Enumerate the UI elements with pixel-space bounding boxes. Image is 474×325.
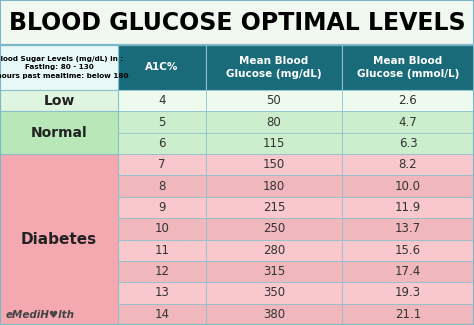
Text: 350: 350 <box>263 286 285 299</box>
Text: 2.6: 2.6 <box>399 94 418 107</box>
Text: 4.7: 4.7 <box>399 116 418 129</box>
Text: 9: 9 <box>158 201 166 214</box>
Text: Mean Blood
Glucose (mg/dL): Mean Blood Glucose (mg/dL) <box>226 56 322 79</box>
FancyBboxPatch shape <box>0 90 118 111</box>
FancyBboxPatch shape <box>206 197 342 218</box>
FancyBboxPatch shape <box>118 154 206 176</box>
Text: 8: 8 <box>158 180 166 193</box>
FancyBboxPatch shape <box>118 197 206 218</box>
Text: 180: 180 <box>263 180 285 193</box>
Text: 280: 280 <box>263 244 285 257</box>
FancyBboxPatch shape <box>342 133 474 154</box>
FancyBboxPatch shape <box>342 304 474 325</box>
FancyBboxPatch shape <box>206 45 342 90</box>
Text: 11: 11 <box>155 244 170 257</box>
FancyBboxPatch shape <box>342 282 474 304</box>
FancyBboxPatch shape <box>342 218 474 240</box>
FancyBboxPatch shape <box>342 90 474 111</box>
Text: Normal: Normal <box>31 126 87 140</box>
Text: 19.3: 19.3 <box>395 286 421 299</box>
FancyBboxPatch shape <box>0 154 118 325</box>
FancyBboxPatch shape <box>342 197 474 218</box>
FancyBboxPatch shape <box>206 304 342 325</box>
FancyBboxPatch shape <box>206 154 342 176</box>
FancyBboxPatch shape <box>118 176 206 197</box>
Text: 6: 6 <box>158 137 166 150</box>
FancyBboxPatch shape <box>118 282 206 304</box>
Text: 215: 215 <box>263 201 285 214</box>
Text: 8.2: 8.2 <box>399 158 417 171</box>
FancyBboxPatch shape <box>0 0 474 45</box>
FancyBboxPatch shape <box>118 218 206 240</box>
Text: Low: Low <box>43 94 75 108</box>
Text: 13: 13 <box>155 286 169 299</box>
Text: A1C%: A1C% <box>146 62 179 72</box>
Text: Blood Sugar Levels (mg/dL) in :
Fasting: 80 - 130
2 hours past mealtime: below 1: Blood Sugar Levels (mg/dL) in : Fasting:… <box>0 56 129 79</box>
Text: 150: 150 <box>263 158 285 171</box>
FancyBboxPatch shape <box>342 45 474 90</box>
Text: Diabetes: Diabetes <box>21 232 97 247</box>
FancyBboxPatch shape <box>206 176 342 197</box>
Text: 4: 4 <box>158 94 166 107</box>
Text: 10: 10 <box>155 222 169 235</box>
Text: 21.1: 21.1 <box>395 308 421 321</box>
Text: 11.9: 11.9 <box>395 201 421 214</box>
FancyBboxPatch shape <box>118 240 206 261</box>
FancyBboxPatch shape <box>0 45 118 90</box>
FancyBboxPatch shape <box>118 304 206 325</box>
FancyBboxPatch shape <box>206 90 342 111</box>
FancyBboxPatch shape <box>0 111 118 154</box>
Text: 15.6: 15.6 <box>395 244 421 257</box>
Text: 10.0: 10.0 <box>395 180 421 193</box>
FancyBboxPatch shape <box>206 133 342 154</box>
Text: 17.4: 17.4 <box>395 265 421 278</box>
Text: 50: 50 <box>266 94 282 107</box>
Text: 80: 80 <box>266 116 282 129</box>
FancyBboxPatch shape <box>342 111 474 133</box>
FancyBboxPatch shape <box>206 240 342 261</box>
Text: 6.3: 6.3 <box>399 137 417 150</box>
FancyBboxPatch shape <box>342 261 474 282</box>
FancyBboxPatch shape <box>342 240 474 261</box>
FancyBboxPatch shape <box>118 111 206 133</box>
FancyBboxPatch shape <box>342 154 474 176</box>
Text: 7: 7 <box>158 158 166 171</box>
FancyBboxPatch shape <box>118 133 206 154</box>
Text: 5: 5 <box>158 116 166 129</box>
Text: BLOOD GLUCOSE OPTIMAL LEVELS: BLOOD GLUCOSE OPTIMAL LEVELS <box>9 10 465 34</box>
FancyBboxPatch shape <box>118 45 206 90</box>
Text: 13.7: 13.7 <box>395 222 421 235</box>
FancyBboxPatch shape <box>206 261 342 282</box>
FancyBboxPatch shape <box>118 261 206 282</box>
Text: 14: 14 <box>155 308 170 321</box>
Text: eMediH♥lth: eMediH♥lth <box>6 310 75 320</box>
FancyBboxPatch shape <box>206 218 342 240</box>
Text: 250: 250 <box>263 222 285 235</box>
FancyBboxPatch shape <box>342 176 474 197</box>
Text: 380: 380 <box>263 308 285 321</box>
Text: 115: 115 <box>263 137 285 150</box>
Text: 315: 315 <box>263 265 285 278</box>
Text: Mean Blood
Glucose (mmol/L): Mean Blood Glucose (mmol/L) <box>357 56 459 79</box>
FancyBboxPatch shape <box>206 282 342 304</box>
FancyBboxPatch shape <box>206 111 342 133</box>
FancyBboxPatch shape <box>118 90 206 111</box>
Text: 12: 12 <box>155 265 170 278</box>
